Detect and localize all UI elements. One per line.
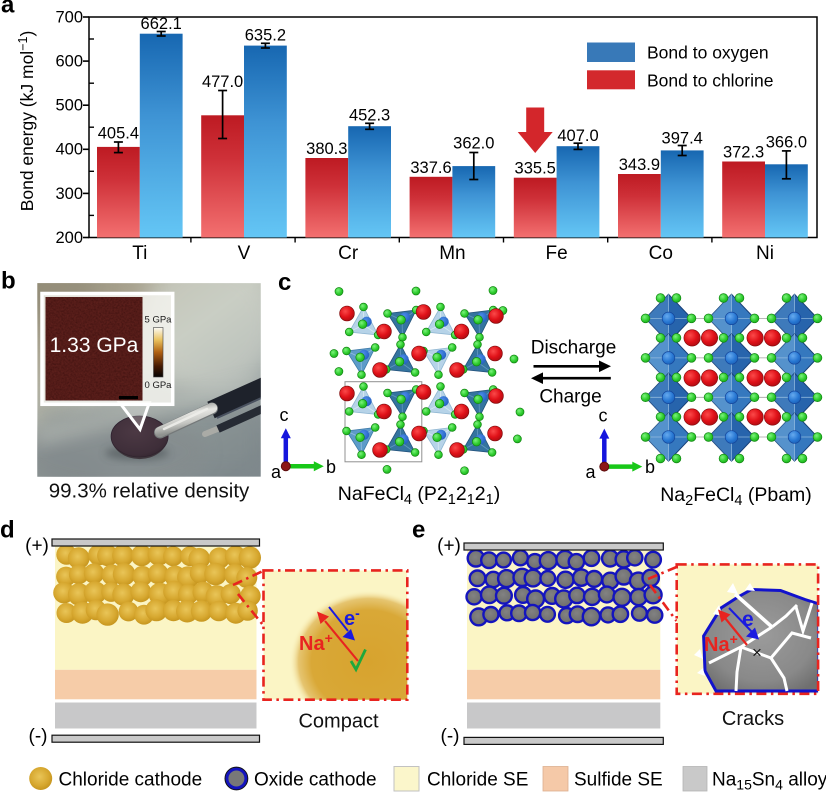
svg-text:Chloride cathode: Chloride cathode <box>59 770 203 791</box>
svg-text:c: c <box>599 406 608 426</box>
svg-text:Mn: Mn <box>439 243 465 264</box>
svg-text:(+): (+) <box>437 536 461 557</box>
svg-text:600: 600 <box>55 52 83 70</box>
svg-text:700: 700 <box>55 8 83 26</box>
svg-text:366.0: 366.0 <box>766 134 807 152</box>
svg-text:c: c <box>280 405 289 425</box>
svg-text:e: e <box>412 517 425 544</box>
svg-text:337.6: 337.6 <box>410 159 451 177</box>
svg-text:500: 500 <box>55 97 83 115</box>
svg-text:Discharge: Discharge <box>531 338 617 359</box>
svg-text:662.1: 662.1 <box>141 15 182 33</box>
svg-text:(+): (+) <box>25 536 49 557</box>
svg-text:380.3: 380.3 <box>306 140 347 158</box>
svg-text:405.4: 405.4 <box>98 125 139 143</box>
svg-text:Cr: Cr <box>338 243 359 264</box>
svg-text:Bond energy (kJ mol−1): Bond energy (kJ mol−1) <box>16 31 37 212</box>
svg-text:NaFeCl4 (P212121): NaFeCl4 (P212121) <box>338 483 500 508</box>
svg-text:Cracks: Cracks <box>722 708 784 730</box>
svg-text:Compact: Compact <box>298 711 378 733</box>
svg-text:Sulfide SE: Sulfide SE <box>574 770 663 791</box>
svg-text:372.3: 372.3 <box>723 144 764 162</box>
svg-text:a: a <box>1 0 15 19</box>
svg-text:200: 200 <box>55 229 83 247</box>
svg-text:b: b <box>645 457 655 477</box>
svg-text:Na2FeCl4 (Pbam): Na2FeCl4 (Pbam) <box>660 484 812 509</box>
svg-text:d: d <box>0 517 15 544</box>
svg-text:407.0: 407.0 <box>557 127 598 145</box>
svg-text:0 GPa: 0 GPa <box>145 380 173 391</box>
svg-text:V: V <box>238 243 251 264</box>
svg-text:e: e <box>742 608 754 631</box>
svg-text:452.3: 452.3 <box>349 107 390 125</box>
svg-text:1.33 GPa: 1.33 GPa <box>50 334 139 357</box>
svg-text:(-): (-) <box>441 726 460 747</box>
svg-text:Fe: Fe <box>546 243 568 264</box>
svg-text:343.9: 343.9 <box>619 156 660 174</box>
svg-text:b: b <box>1 268 16 295</box>
svg-text:×: × <box>752 643 762 662</box>
svg-text:5 GPa: 5 GPa <box>145 315 173 326</box>
svg-text:Oxide cathode: Oxide cathode <box>254 770 377 791</box>
svg-text:Na15Sn4 alloy: Na15Sn4 alloy <box>712 770 826 793</box>
svg-text:477.0: 477.0 <box>202 73 243 91</box>
svg-text:397.4: 397.4 <box>662 130 703 148</box>
svg-text:b: b <box>326 457 336 477</box>
svg-text:300: 300 <box>55 185 83 203</box>
svg-text:Ti: Ti <box>132 243 147 264</box>
svg-text:335.5: 335.5 <box>515 160 556 178</box>
svg-text:99.3% relative density: 99.3% relative density <box>49 480 250 503</box>
svg-text:635.2: 635.2 <box>245 27 286 45</box>
svg-text:c: c <box>278 269 291 296</box>
svg-text:Chloride SE: Chloride SE <box>427 770 528 791</box>
svg-text:Ni: Ni <box>756 243 774 264</box>
svg-text:a: a <box>585 462 596 482</box>
svg-text:400: 400 <box>55 141 83 159</box>
svg-text:a: a <box>271 462 282 482</box>
svg-text:Bond to oxygen: Bond to oxygen <box>647 43 769 63</box>
svg-text:Bond to chlorine: Bond to chlorine <box>647 71 773 91</box>
svg-text:Co: Co <box>649 243 673 264</box>
svg-text:362.0: 362.0 <box>453 135 494 153</box>
svg-text:Charge: Charge <box>539 387 601 408</box>
svg-text:(-): (-) <box>29 726 48 747</box>
